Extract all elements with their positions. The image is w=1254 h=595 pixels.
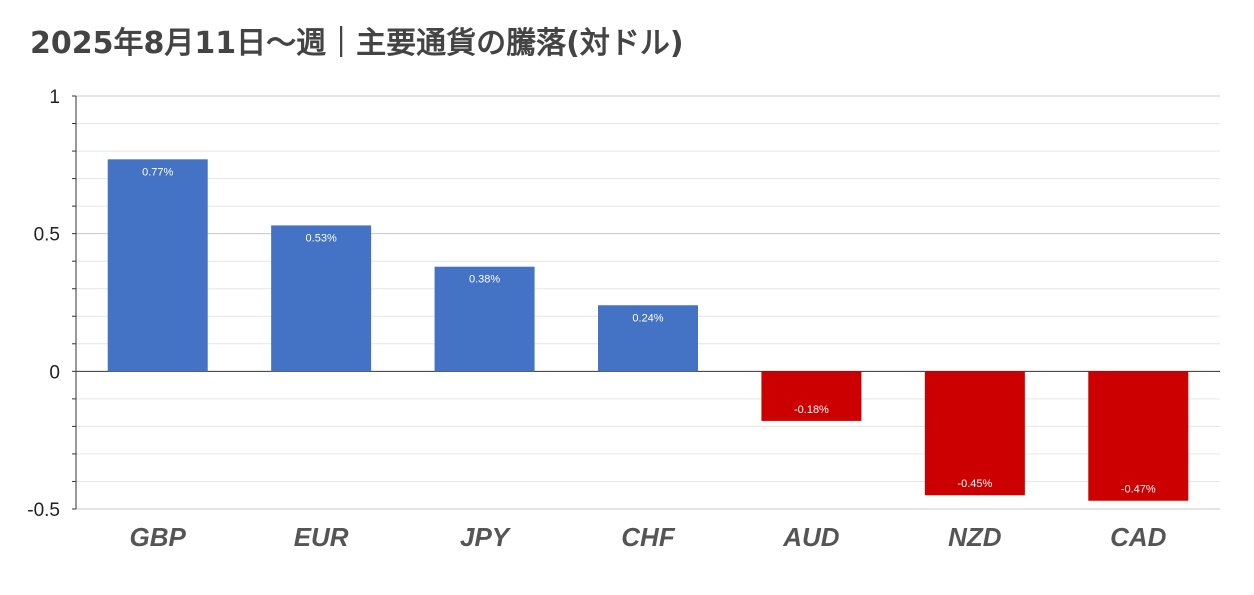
data-label: 0.38% (469, 274, 500, 286)
bar-gbp (107, 159, 208, 372)
x-tick-label: AUD (782, 522, 840, 552)
x-tick-label: CHF (621, 522, 676, 552)
data-label: -0.45% (957, 478, 992, 490)
gridlines (76, 95, 1220, 510)
x-axis-labels: GBP EUR JPY CHF AUD NZD CAD (130, 522, 1167, 552)
data-label: 0.77% (142, 166, 173, 178)
x-tick-label: CAD (1110, 522, 1167, 552)
chart-title: 2025年8月11日〜週｜主要通貨の騰落(対ドル) (30, 26, 684, 61)
data-label: -0.47% (1121, 484, 1156, 496)
y-axis: 1 0.5 0 -0.5 (27, 87, 77, 521)
data-label: 0.53% (306, 232, 337, 244)
y-tick-label: 1 (49, 87, 60, 108)
bar-cad (1088, 371, 1189, 501)
x-tick-label: NZD (948, 522, 1002, 552)
x-tick-label: EUR (294, 522, 349, 552)
data-labels: 0.77% 0.53% 0.38% 0.24% -0.18% -0.45% -0.47% (142, 166, 1156, 495)
x-tick-label: GBP (130, 522, 187, 552)
y-tick-label: 0 (49, 362, 60, 383)
bar-jpy (434, 266, 535, 372)
bar-chf (598, 305, 698, 372)
data-label: 0.24% (632, 312, 663, 324)
bar-aud (761, 371, 862, 421)
bars (107, 159, 1189, 501)
bar-eur (271, 225, 372, 372)
y-tick-label: 0.5 (34, 225, 60, 246)
bar-nzd (924, 371, 1025, 496)
y-tick-label: -0.5 (27, 500, 60, 521)
x-tick-label: JPY (460, 522, 512, 552)
data-label: -0.18% (794, 404, 829, 416)
